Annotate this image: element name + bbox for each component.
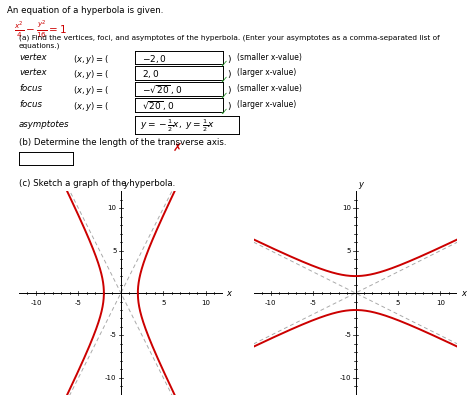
Text: ✓: ✓ — [219, 107, 228, 117]
Text: $\sqrt{20}\,,0$: $\sqrt{20}\,,0$ — [142, 99, 175, 113]
Text: $\mathit{\frac{x^2}{4}} - \mathit{\frac{y^2}{16}} = 1$: $\mathit{\frac{x^2}{4}} - \mathit{\frac{… — [14, 18, 67, 39]
Text: 5: 5 — [112, 247, 117, 254]
Text: (larger x-value): (larger x-value) — [237, 68, 296, 77]
Text: -5: -5 — [310, 300, 317, 306]
Text: 10: 10 — [108, 205, 117, 211]
Text: (smaller x-value): (smaller x-value) — [237, 53, 302, 62]
Text: ✓: ✓ — [219, 59, 228, 70]
Text: -10: -10 — [30, 300, 42, 306]
Text: $-\sqrt{20}\,,0$: $-\sqrt{20}\,,0$ — [142, 83, 182, 97]
Text: $)$: $)$ — [227, 100, 231, 112]
Text: 5: 5 — [396, 300, 400, 306]
Text: (b) Determine the length of the transverse axis.: (b) Determine the length of the transver… — [19, 138, 227, 147]
Text: $-2,0$: $-2,0$ — [142, 53, 167, 65]
Text: $(x, y) = ($: $(x, y) = ($ — [73, 100, 109, 113]
Text: -10: -10 — [105, 375, 117, 381]
Text: -5: -5 — [75, 300, 82, 306]
Text: -10: -10 — [265, 300, 276, 306]
Text: $)$: $)$ — [227, 68, 231, 80]
Text: $(x, y) = ($: $(x, y) = ($ — [73, 53, 109, 66]
Text: (smaller x-value): (smaller x-value) — [237, 84, 302, 93]
Text: 10: 10 — [342, 205, 351, 211]
Text: (larger x-value): (larger x-value) — [237, 100, 296, 109]
Text: (a) Find the vertices, foci, and asymptotes of the hyperbola. (Enter your asympt: (a) Find the vertices, foci, and asympto… — [19, 35, 440, 48]
Text: -5: -5 — [345, 333, 351, 339]
Text: $)$: $)$ — [227, 84, 231, 96]
Text: (c) Sketch a graph of the hyperbola.: (c) Sketch a graph of the hyperbola. — [19, 179, 175, 188]
Text: ✗: ✗ — [173, 143, 182, 153]
Text: $(x, y) = ($: $(x, y) = ($ — [73, 84, 109, 97]
Text: 5: 5 — [161, 300, 165, 306]
Text: y: y — [358, 180, 363, 189]
Text: 10: 10 — [436, 300, 445, 306]
Text: 5: 5 — [347, 247, 351, 254]
Text: x: x — [461, 289, 466, 298]
Text: -5: -5 — [110, 333, 117, 339]
Text: vertex: vertex — [19, 68, 46, 77]
Text: An equation of a hyperbola is given.: An equation of a hyperbola is given. — [7, 6, 164, 15]
Text: vertex: vertex — [19, 53, 46, 62]
Text: $(x, y) = ($: $(x, y) = ($ — [73, 68, 109, 81]
Text: focus: focus — [19, 100, 42, 109]
Text: asymptotes: asymptotes — [19, 120, 70, 129]
Text: x: x — [226, 289, 231, 298]
Text: ✓: ✓ — [219, 75, 228, 85]
Text: $y = -\frac{1}{2}x,\ y = \frac{1}{2}x$: $y = -\frac{1}{2}x,\ y = \frac{1}{2}x$ — [140, 117, 215, 134]
Text: $)$: $)$ — [227, 53, 231, 65]
Text: 10: 10 — [201, 300, 210, 306]
Text: focus: focus — [19, 84, 42, 93]
Text: -10: -10 — [340, 375, 351, 381]
Text: ✓: ✓ — [219, 91, 228, 101]
Text: y: y — [123, 180, 128, 189]
Text: $2, 0$: $2, 0$ — [142, 68, 160, 80]
